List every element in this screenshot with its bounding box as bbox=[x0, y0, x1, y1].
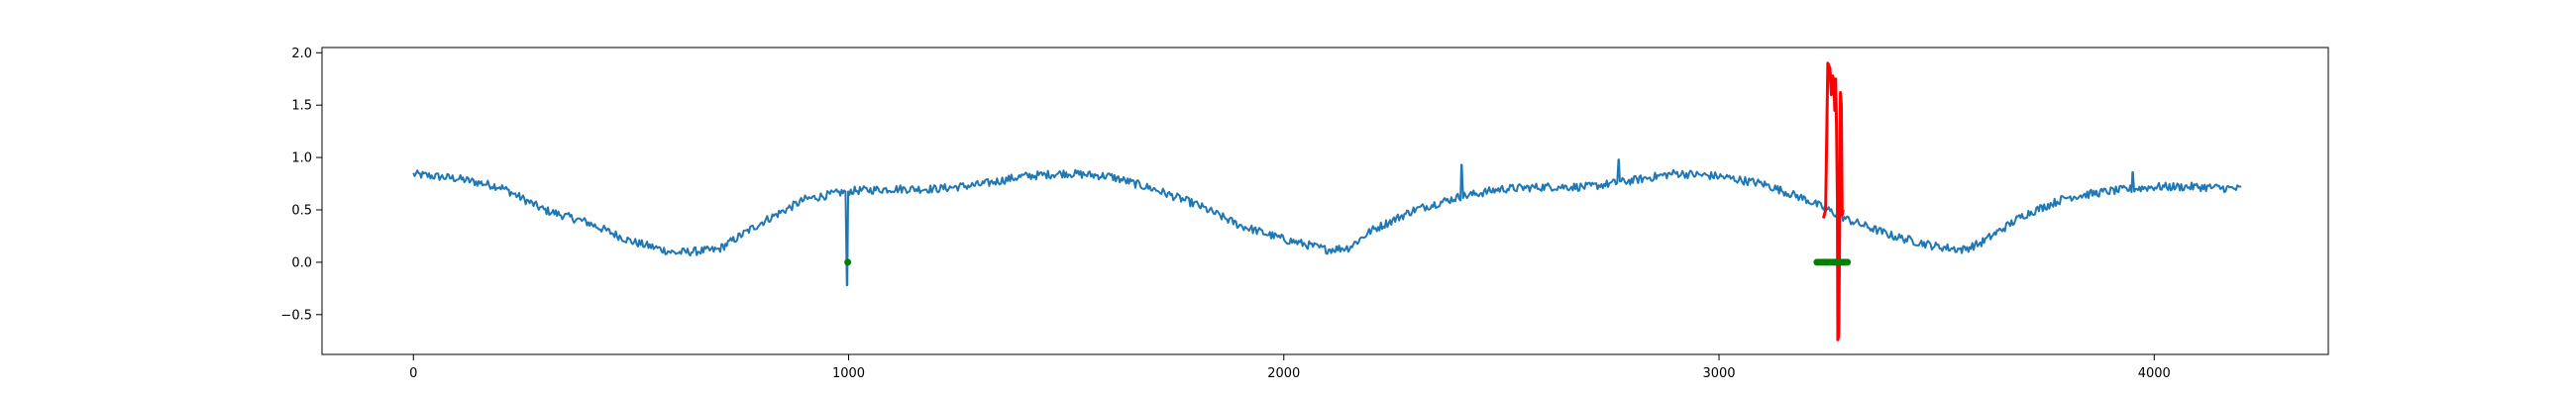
y-tick-label: 1.5 bbox=[291, 99, 312, 114]
x-tick-label: 1000 bbox=[832, 366, 865, 381]
series-line-0 bbox=[412, 158, 2242, 287]
x-tick-label: 0 bbox=[409, 366, 417, 381]
plot-area bbox=[412, 61, 2242, 342]
x-tick-label: 4000 bbox=[2138, 366, 2171, 381]
series-line-1 bbox=[1822, 61, 1845, 342]
y-tick-label: 2.0 bbox=[291, 47, 312, 61]
axes-frame bbox=[321, 47, 2329, 355]
y-tick-label: −0.5 bbox=[280, 308, 312, 323]
axis-ticks: 0 1000 2000 3000 4000 −0.5 0.0 0.5 1.0 1.5 2.0 bbox=[280, 47, 2170, 381]
x-tick-label: 3000 bbox=[1702, 366, 1735, 381]
y-tick-label: 0.5 bbox=[291, 203, 312, 218]
x-tick-label: 2000 bbox=[1267, 366, 1300, 381]
anomaly-marker bbox=[1844, 258, 1852, 266]
y-tick-label: 0.0 bbox=[291, 255, 312, 270]
y-tick-label: 1.0 bbox=[291, 151, 312, 166]
anomaly-marker bbox=[844, 258, 852, 266]
